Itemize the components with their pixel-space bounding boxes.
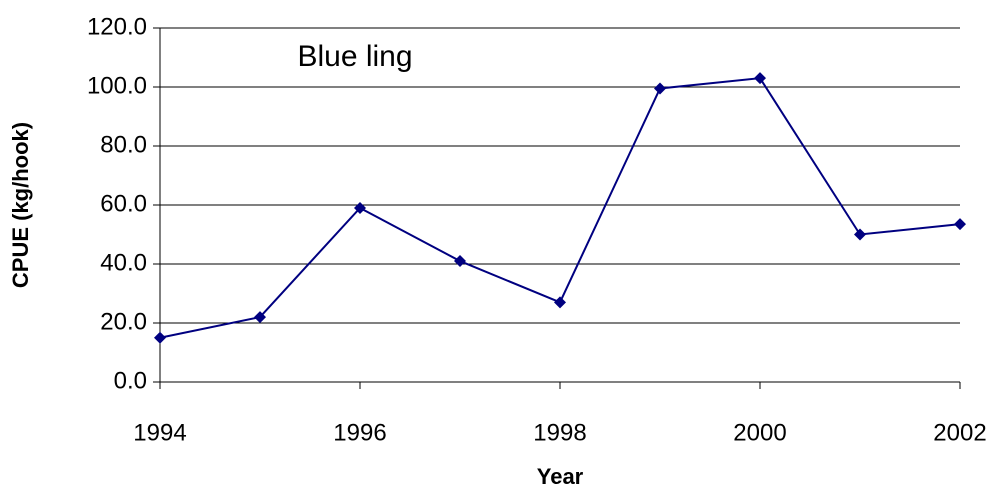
- y-tick-label: 60.0: [100, 190, 147, 217]
- marker: [654, 82, 666, 95]
- annotation: Blue ling: [297, 40, 412, 73]
- marker: [354, 201, 366, 214]
- y-tick-label: 100.0: [87, 72, 147, 99]
- y-axis-label: CPUE (kg/hook): [8, 122, 33, 288]
- y-tick-label: 20.0: [100, 308, 147, 335]
- x-tick-label: 2000: [733, 419, 786, 446]
- y-tick-label: 40.0: [100, 249, 147, 276]
- marker: [754, 72, 766, 85]
- x-axis-label: Year: [537, 464, 584, 489]
- marker: [454, 255, 466, 268]
- marker: [954, 218, 966, 231]
- marker: [254, 311, 266, 324]
- x-tick-label: 2002: [933, 419, 986, 446]
- y-tick-label: 0.0: [114, 367, 147, 394]
- marker: [554, 296, 566, 309]
- y-tick-label: 120.0: [87, 13, 147, 40]
- marker: [854, 228, 866, 241]
- x-tick-label: 1996: [333, 419, 386, 446]
- marker: [154, 331, 166, 344]
- y-tick-label: 80.0: [100, 131, 147, 158]
- x-tick-label: 1998: [533, 419, 586, 446]
- x-tick-label: 1994: [133, 419, 186, 446]
